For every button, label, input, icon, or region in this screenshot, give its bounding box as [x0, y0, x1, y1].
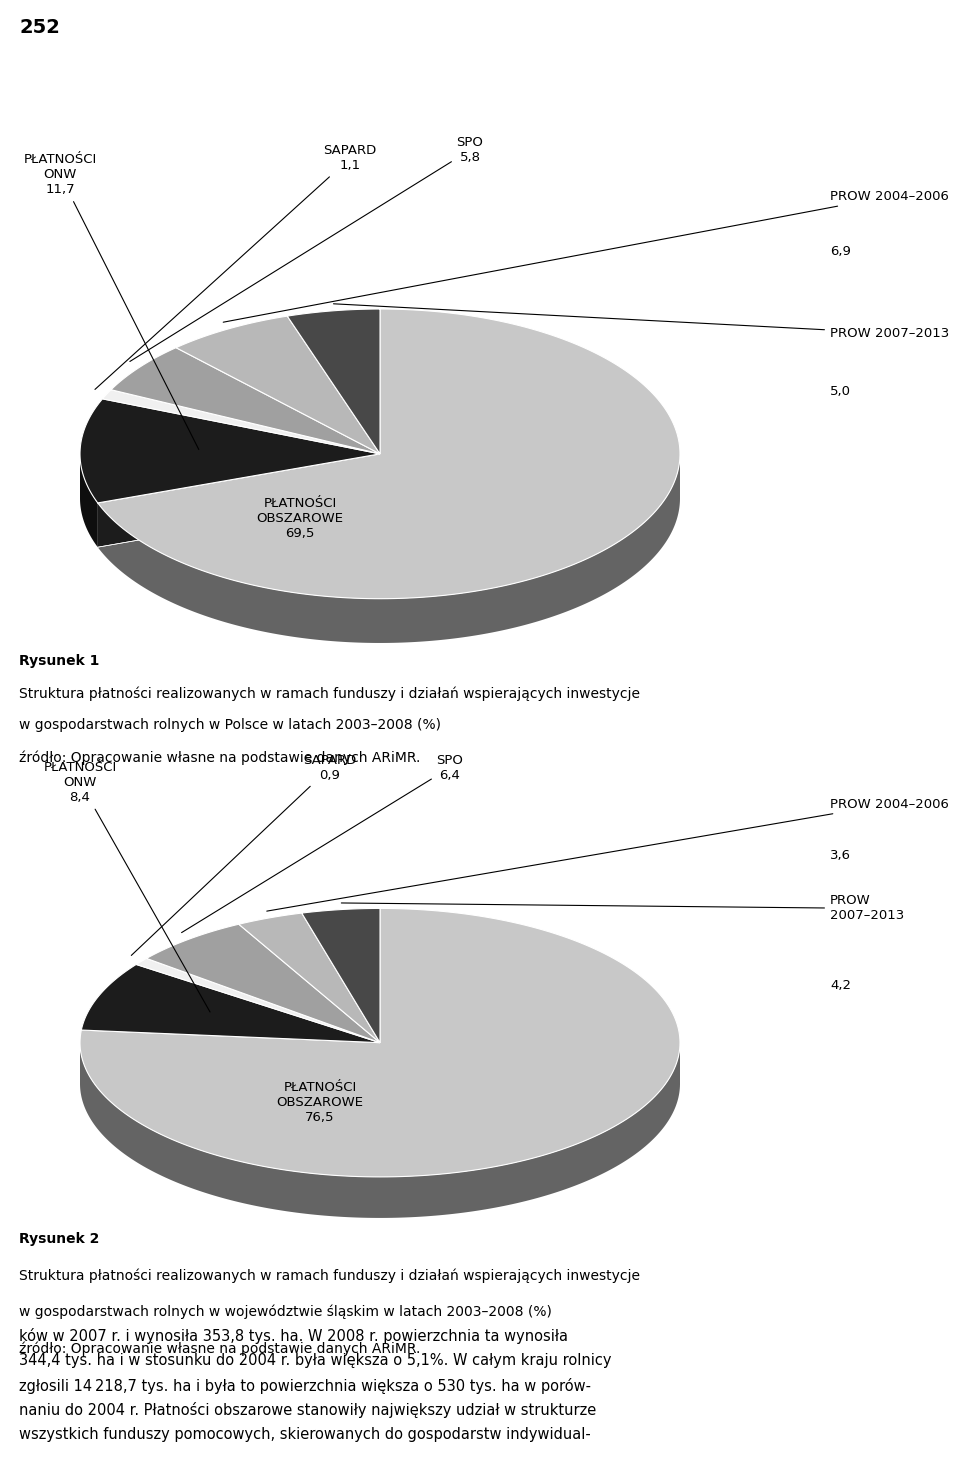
Polygon shape	[80, 1044, 680, 1217]
Text: 344,4 tys. ha i w stosunku do 2004 r. była większa o 5,1%. W całym kraju rolnicy: 344,4 tys. ha i w stosunku do 2004 r. by…	[19, 1353, 612, 1367]
Text: Rysunek 1: Rysunek 1	[19, 654, 100, 668]
Polygon shape	[287, 309, 380, 453]
Text: naniu do 2004 r. Płatności obszarowe stanowiły największy udział w strukturze: naniu do 2004 r. Płatności obszarowe sta…	[19, 1403, 596, 1419]
Text: SPO
5,8: SPO 5,8	[130, 137, 484, 362]
Text: Struktura płatności realizowanych w ramach funduszy i działań wspierających inwe: Struktura płatności realizowanych w rama…	[19, 1269, 640, 1284]
Polygon shape	[239, 913, 380, 1042]
Text: Struktura płatności realizowanych w ramach funduszy i działań wspierających inwe: Struktura płatności realizowanych w rama…	[19, 686, 640, 701]
Polygon shape	[301, 908, 380, 1042]
Polygon shape	[98, 453, 380, 548]
Text: w gospodarstwach rolnych w województwie śląskim w latach 2003–2008 (%): w gospodarstwach rolnych w województwie …	[19, 1304, 552, 1319]
Text: PŁATNOŚCI
ONW
8,4: PŁATNOŚCI ONW 8,4	[43, 761, 210, 1013]
Polygon shape	[111, 347, 380, 453]
Text: 6,9: 6,9	[830, 244, 851, 258]
Text: SAPARD
0,9: SAPARD 0,9	[132, 754, 356, 955]
Text: PROW 2004–2006: PROW 2004–2006	[224, 190, 948, 322]
Text: 3,6: 3,6	[830, 849, 851, 861]
Polygon shape	[98, 309, 680, 599]
Text: 252: 252	[19, 18, 60, 37]
Polygon shape	[80, 453, 98, 548]
Text: źródło: Opracowanie własne na podstawie danych ARiMR.: źródło: Opracowanie własne na podstawie …	[19, 1341, 420, 1356]
Text: 4,2: 4,2	[830, 979, 851, 992]
Text: PROW
2007–2013: PROW 2007–2013	[342, 895, 904, 923]
Polygon shape	[98, 453, 380, 548]
Text: zgłosili 14 218,7 tys. ha i była to powierzchnia większa o 530 tys. ha w porów-: zgłosili 14 218,7 tys. ha i była to powi…	[19, 1378, 591, 1394]
Text: PŁATNOŚCI
ONW
11,7: PŁATNOŚCI ONW 11,7	[23, 153, 199, 449]
Text: ków w 2007 r. i wynosiła 353,8 tys. ha. W 2008 r. powierzchnia ta wynosiła: ków w 2007 r. i wynosiła 353,8 tys. ha. …	[19, 1328, 568, 1344]
Polygon shape	[80, 908, 680, 1178]
Polygon shape	[103, 390, 380, 453]
Polygon shape	[147, 924, 380, 1042]
Text: PROW 2007–2013: PROW 2007–2013	[333, 303, 949, 340]
Polygon shape	[136, 958, 380, 1042]
Text: PŁATNOŚCI
OBSZAROWE
69,5: PŁATNOŚCI OBSZAROWE 69,5	[256, 496, 344, 540]
Text: Rysunek 2: Rysunek 2	[19, 1232, 100, 1247]
Text: SPO
6,4: SPO 6,4	[181, 754, 464, 933]
Text: 5,0: 5,0	[830, 386, 851, 399]
Polygon shape	[176, 316, 380, 453]
Text: wszystkich funduszy pomocowych, skierowanych do gospodarstw indywidual-: wszystkich funduszy pomocowych, skierowa…	[19, 1428, 591, 1443]
Text: w gospodarstwach rolnych w Polsce w latach 2003–2008 (%): w gospodarstwach rolnych w Polsce w lata…	[19, 718, 442, 733]
Text: SAPARD
1,1: SAPARD 1,1	[95, 144, 376, 390]
Text: źródło: Opracowanie własne na podstawie danych ARiMR.: źródło: Opracowanie własne na podstawie …	[19, 751, 420, 765]
Polygon shape	[80, 399, 380, 503]
Polygon shape	[82, 964, 380, 1042]
Text: PROW 2004–2006: PROW 2004–2006	[267, 798, 948, 911]
Text: PŁATNOŚCI
OBSZAROWE
76,5: PŁATNOŚCI OBSZAROWE 76,5	[276, 1080, 364, 1123]
Polygon shape	[98, 455, 680, 643]
